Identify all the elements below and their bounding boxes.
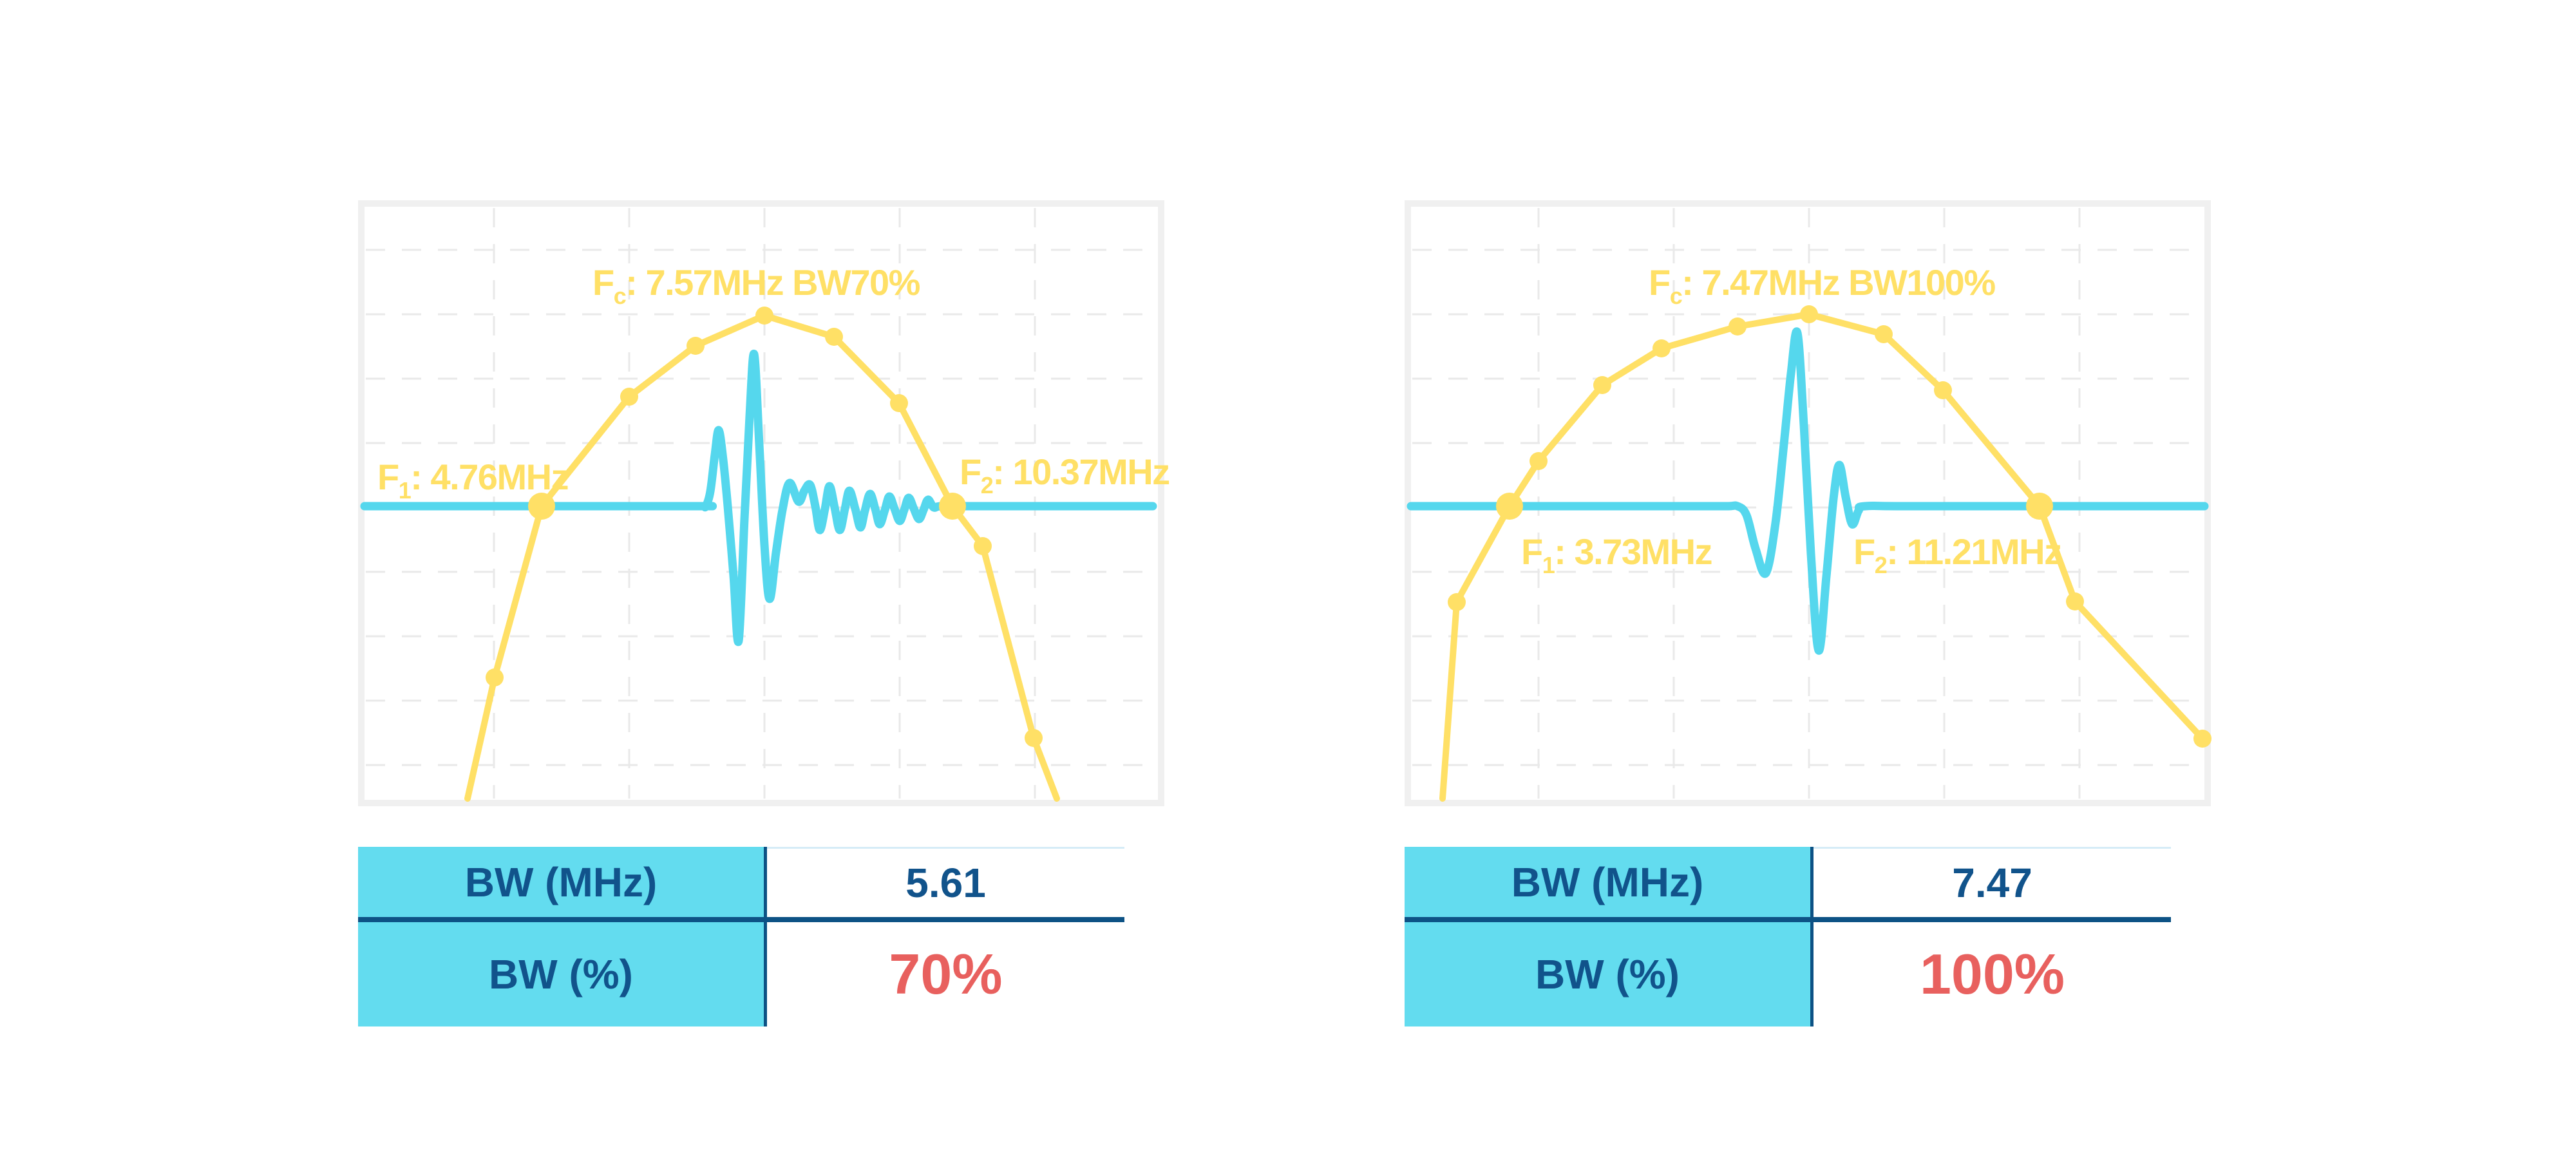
bw-percent-value: 70% [889, 942, 1003, 1006]
pulse-curve [1406, 327, 2209, 655]
data-point-marker [1593, 376, 1611, 394]
table-row: BW (%) 100% [1405, 922, 2171, 1026]
data-point-marker [1025, 729, 1043, 747]
table-divider [1405, 917, 2171, 922]
bw-percent-value: 100% [1919, 942, 2065, 1006]
table-divider [358, 917, 1124, 922]
band-edge-marker [1496, 493, 1523, 520]
bandwidth-table-right: BW (MHz) 7.47 BW (%) 100% [1405, 847, 2171, 1026]
band-edge-marker [2026, 493, 2053, 520]
frequency-label: F2: 11.21MHz [1853, 531, 2061, 578]
pulse-spectrum-chart-bw100: Fc: 7.47MHz BW100% F1: 3.73MHz F2: 11.21MH… [1405, 200, 2211, 806]
data-point-marker [1728, 317, 1747, 336]
data-point-marker [1800, 305, 1818, 323]
data-point-marker [1448, 593, 1466, 611]
data-point-marker [825, 328, 843, 346]
table-row: BW (MHz) 7.47 [1405, 847, 2171, 917]
bw-mhz-value: 5.61 [767, 847, 1124, 917]
bw-mhz-value: 7.47 [1814, 847, 2171, 917]
data-point-marker [755, 307, 773, 325]
table-row: BW (%) 70% [358, 922, 1124, 1026]
data-point-marker [620, 388, 638, 406]
data-point-marker [2066, 592, 2084, 610]
pulse-curve [360, 350, 1157, 647]
bw-percent-label: BW (%) [358, 922, 767, 1026]
spectrum-curve [464, 312, 1060, 802]
bw-mhz-label: BW (MHz) [1405, 847, 1814, 917]
data-point-marker [1934, 381, 1952, 399]
data-point-marker [1530, 452, 1548, 470]
data-point-marker [890, 394, 908, 412]
pulse-spectrum-chart-bw70: Fc: 7.57MHz BW70% F1: 4.76MHz F2: 10.37MHz [358, 200, 1170, 806]
bw-mhz-label: BW (MHz) [358, 847, 767, 917]
table-row: BW (MHz) 5.61 [358, 847, 1124, 917]
frequency-label: Fc: 7.57MHz BW70% [592, 262, 920, 309]
data-point-marker [486, 668, 504, 686]
frequency-label: F2: 10.37MHz [960, 451, 1170, 498]
bandwidth-table-left: BW (MHz) 5.61 BW (%) 70% [358, 847, 1124, 1026]
data-point-marker [1653, 339, 1671, 357]
frequency-label: F1: 3.73MHz [1521, 531, 1712, 578]
frequency-label: Fc: 7.47MHz BW100% [1649, 262, 1995, 309]
band-edge-marker [939, 493, 966, 520]
frequency-label: F1: 4.76MHz [377, 457, 568, 504]
data-point-marker [1875, 325, 1893, 343]
data-point-marker [974, 537, 992, 555]
bw-percent-label: BW (%) [1405, 922, 1814, 1026]
data-point-marker [687, 337, 705, 355]
band-edge-marker [528, 493, 555, 520]
data-point-marker [2193, 730, 2211, 748]
